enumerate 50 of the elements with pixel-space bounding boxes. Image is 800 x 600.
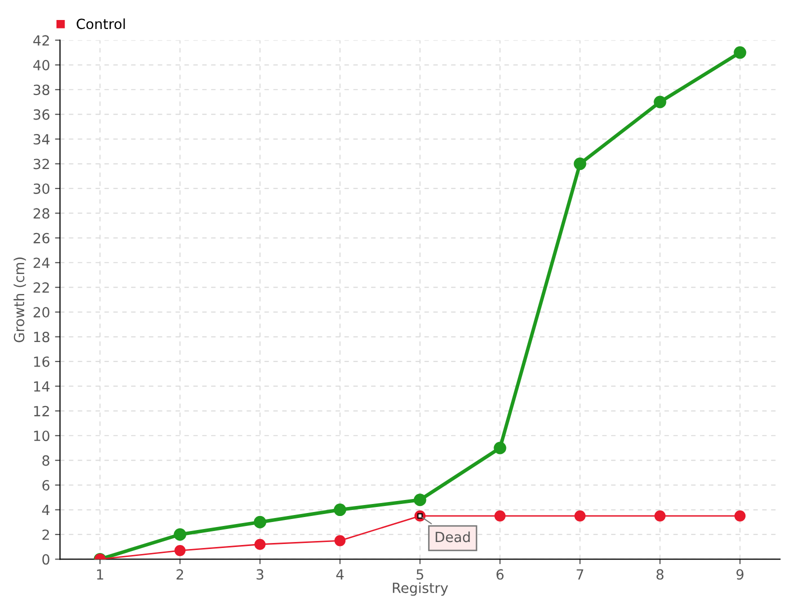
y-tick-label: 18 [34,332,50,342]
x-tick-label: 5 [416,569,424,580]
point [254,538,266,550]
y-tick-label: 30 [34,183,50,194]
x-tick-label: 9 [736,569,744,580]
x-tick-label: 7 [576,569,584,580]
point [734,46,746,59]
y-tick-label: 36 [34,109,50,120]
x-tick-label: 1 [97,569,104,580]
point [654,96,666,108]
point [334,504,346,516]
y-tick-label: 26 [34,232,50,244]
x-tick-label: 6 [496,569,504,580]
point [494,442,506,454]
point [254,516,266,528]
point [574,510,586,522]
y-tick-label: 42 [33,35,49,46]
annotation: Dead [436,531,470,542]
point [494,510,506,522]
y-tick-label: 12 [34,406,49,416]
point [174,544,186,556]
y-tick-label: 32 [34,158,49,170]
x-tick-label: 4 [336,569,344,580]
x-tick-label: 2 [176,569,184,580]
point [734,510,746,522]
y-tick-label: 0 [42,554,50,565]
y-tick-label: 28 [34,208,50,219]
point [334,535,346,546]
y-tick-label: 8 [42,455,50,466]
y-tick-label: 22 [34,282,49,293]
x-axis-title: Registry [392,582,448,596]
y-tick-label: 4 [42,504,50,516]
y-axis-title: Growth (cm) [14,258,26,342]
legend-label: Control [76,18,125,30]
y-tick-label: 34 [34,134,50,145]
y-tick-label: 20 [34,307,50,318]
y-tick-label: 14 [34,381,50,392]
y-tick-label: 16 [34,356,50,367]
y-tick-label: 24 [34,258,50,268]
y-tick-label: 38 [34,84,50,96]
x-tick-label: 3 [256,569,264,580]
y-tick-label: 2 [42,529,49,540]
point [174,528,186,541]
y-tick-label: 40 [33,60,50,70]
point [654,510,666,522]
y-tick-label: 10 [34,430,50,442]
x-tick-label: 8 [656,569,664,580]
point [414,494,426,506]
point [574,158,586,170]
y-tick-label: 6 [42,480,50,491]
